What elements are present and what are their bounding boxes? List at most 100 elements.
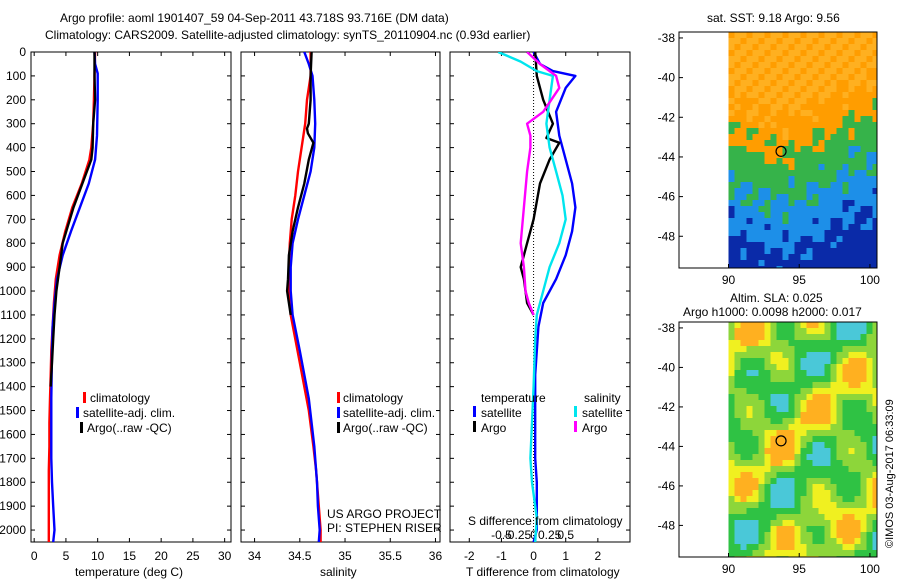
map-cell	[782, 496, 789, 502]
map-cell	[836, 370, 843, 376]
map-cell	[782, 388, 789, 394]
map-cell	[836, 424, 843, 430]
map-cell	[734, 532, 741, 538]
map-cell	[830, 32, 837, 38]
map-cell	[728, 412, 735, 418]
map-cell	[866, 382, 873, 388]
map-cell	[848, 266, 855, 268]
map-cell	[788, 68, 795, 74]
map-cell	[776, 412, 783, 418]
map-cell	[824, 158, 831, 164]
map-cell	[866, 164, 873, 170]
depth-tick-label: 900	[6, 260, 26, 274]
map-cell	[866, 254, 873, 260]
map-cell	[818, 412, 825, 418]
map-cell	[824, 254, 831, 260]
map-cell	[776, 56, 783, 62]
map-cell	[860, 484, 867, 490]
map-cell	[872, 140, 877, 146]
map-cell	[830, 230, 837, 236]
map-cell	[860, 418, 867, 424]
x-tick-label: 34.5	[288, 549, 312, 563]
map-cell	[854, 418, 861, 424]
map-cell	[794, 346, 801, 352]
map-cell	[824, 104, 831, 110]
map-cell	[764, 164, 771, 170]
legend-swatch-satellite-adj	[337, 407, 340, 418]
map-cell	[758, 442, 765, 448]
map-cell	[788, 358, 795, 364]
argo-position-marker	[775, 435, 787, 447]
map-cell	[746, 478, 753, 484]
map-cell	[806, 224, 813, 230]
map-cell	[872, 248, 877, 254]
map-cell	[830, 544, 837, 550]
map-cell	[812, 266, 819, 268]
map-cell	[734, 218, 741, 224]
map-cell	[752, 472, 759, 478]
map-cell	[740, 322, 747, 328]
map-cell	[854, 400, 861, 406]
map-cell	[728, 242, 735, 248]
map-cell	[776, 62, 783, 68]
map-cell	[848, 382, 855, 388]
map-cell	[818, 370, 825, 376]
map-cell	[842, 236, 849, 242]
map-cell	[848, 484, 855, 490]
map-cell	[842, 466, 849, 472]
map-cell	[836, 514, 843, 520]
depth-tick-label: 1500	[0, 404, 26, 418]
map-cell	[728, 520, 735, 526]
map-cell	[788, 346, 795, 352]
map-cell	[800, 134, 807, 140]
map-cell	[848, 436, 855, 442]
map-cell	[752, 50, 759, 56]
map-cell	[872, 346, 877, 352]
map-cell	[872, 236, 877, 242]
map-cell	[842, 224, 849, 230]
map-cell	[764, 260, 771, 266]
map-cell	[764, 92, 771, 98]
map-cell	[836, 376, 843, 382]
map-cell	[842, 122, 849, 128]
depth-tick-label: 1400	[0, 380, 26, 394]
map-cell	[824, 38, 831, 44]
map-cell	[794, 442, 801, 448]
map-cell	[728, 122, 735, 128]
map-cell	[734, 62, 741, 68]
map-cell	[764, 230, 771, 236]
map-cell	[848, 176, 855, 182]
map-cell	[854, 242, 861, 248]
map-cell	[836, 412, 843, 418]
map-cell	[824, 80, 831, 86]
map-cell	[860, 176, 867, 182]
map-cell	[812, 194, 819, 200]
map-cell	[806, 170, 813, 176]
map-cell	[776, 260, 783, 266]
map-cell	[806, 92, 813, 98]
map-cell	[764, 218, 771, 224]
map-cell	[824, 248, 831, 254]
map-cell	[848, 340, 855, 346]
map-cell	[800, 176, 807, 182]
map-cell	[728, 430, 735, 436]
map-cell	[740, 490, 747, 496]
map-cell	[800, 44, 807, 50]
depth-tick-label: 0	[19, 45, 26, 59]
map-cell	[758, 170, 765, 176]
map-cell	[872, 430, 877, 436]
map-cell	[824, 472, 831, 478]
map-cell	[806, 128, 813, 134]
map-cell	[812, 176, 819, 182]
map-cell	[848, 188, 855, 194]
map-cell	[758, 526, 765, 532]
map-cell	[782, 128, 789, 134]
map-cell	[800, 254, 807, 260]
map-cell	[836, 436, 843, 442]
map-cell	[836, 170, 843, 176]
map-cell	[848, 460, 855, 466]
map-cell	[740, 496, 747, 502]
map-cell	[872, 460, 877, 466]
map-cell	[830, 116, 837, 122]
map-cell	[854, 152, 861, 158]
